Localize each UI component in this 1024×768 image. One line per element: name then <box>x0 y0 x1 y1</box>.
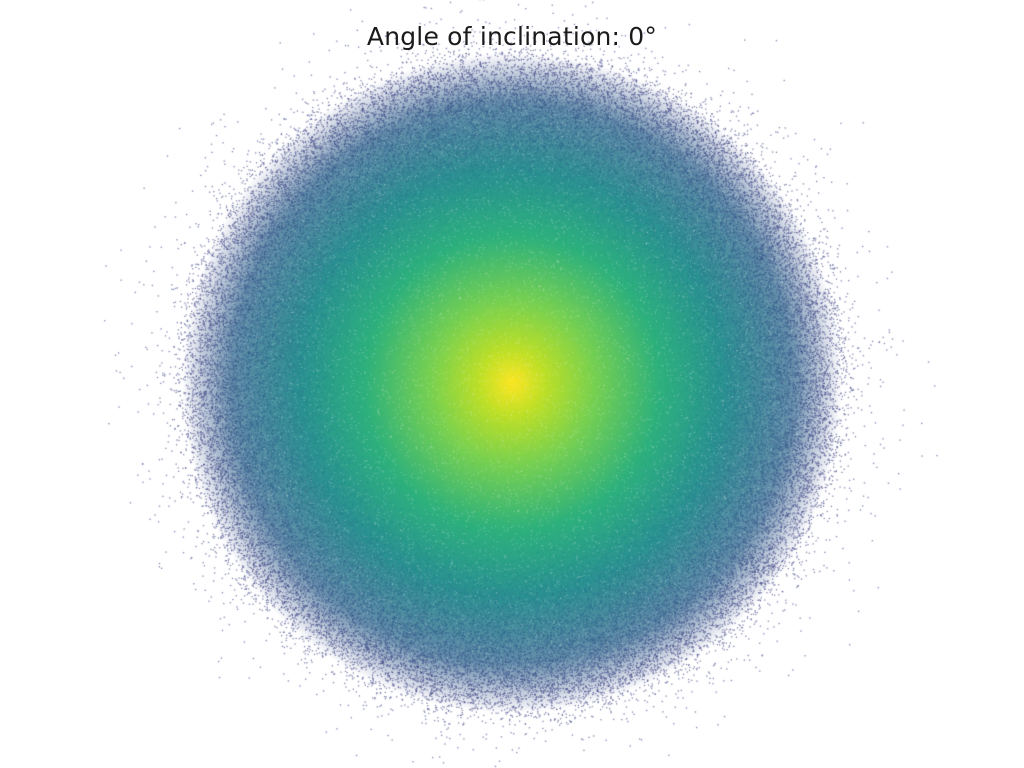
angle-title: Angle of inclination: 0° <box>366 22 658 51</box>
